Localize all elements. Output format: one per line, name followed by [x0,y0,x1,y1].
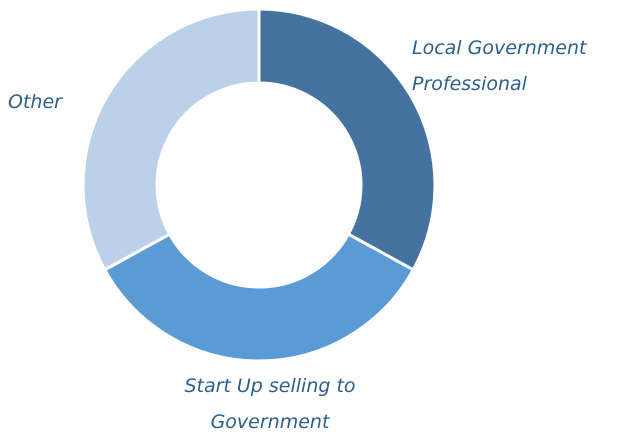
slice-label: Start Up selling to Government [184,375,356,433]
donut-slice [81,7,261,272]
slice-label: Local Government Professional [412,37,587,95]
donut-slice [257,7,437,272]
slice-label: Other [8,91,62,113]
donut-slice [102,232,416,363]
